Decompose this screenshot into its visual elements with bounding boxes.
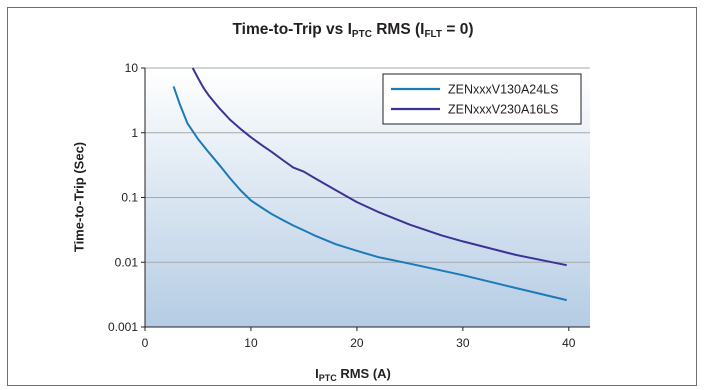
y-tick-label: 0.001 bbox=[108, 320, 138, 334]
chart-title-sub-flt: FLT bbox=[424, 29, 443, 40]
x-tick-label: 20 bbox=[350, 336, 364, 350]
chart-title-sub-ptc: PTC bbox=[351, 29, 372, 40]
y-axis-label: Time-to-Trip (Sec) bbox=[71, 141, 87, 253]
x-axis-label-main: I bbox=[315, 366, 319, 381]
legend-box bbox=[382, 73, 582, 125]
x-axis-label: IPTC RMS (A) bbox=[0, 366, 706, 383]
grid-lines bbox=[145, 67, 590, 263]
legend-label-2: ZENxxxV230A16LS bbox=[448, 103, 558, 117]
x-tick-label: 30 bbox=[456, 336, 470, 350]
chart-title-end: = 0) bbox=[442, 21, 474, 38]
y-tick-label: 0.1 bbox=[121, 191, 138, 205]
x-tick-label: 0 bbox=[142, 336, 149, 350]
x-axis-label-sub: PTC bbox=[318, 373, 337, 383]
series-line-2 bbox=[191, 67, 567, 267]
legend: ZENxxxV130A24LS ZENxxxV230A16LS bbox=[382, 73, 582, 125]
y-tick-label: 0.01 bbox=[115, 255, 139, 269]
chart-title-main: Time-to-Trip vs I bbox=[232, 21, 352, 38]
y-tick-label: 1 bbox=[131, 126, 138, 140]
chart-title-mid: RMS (I bbox=[371, 21, 425, 38]
x-tick-label: 10 bbox=[244, 336, 258, 350]
chart-title: Time-to-Trip vs IPTC RMS (IFLT = 0) bbox=[0, 21, 706, 40]
series-lines bbox=[172, 67, 567, 302]
tick-labels: 0.001 0.01 0.1 1 10 0 10 20 30 40 bbox=[108, 61, 576, 350]
series-line-1 bbox=[172, 86, 567, 302]
y-tick-label: 10 bbox=[125, 61, 139, 75]
x-tick-label: 40 bbox=[562, 336, 576, 350]
x-axis-label-end: RMS (A) bbox=[336, 366, 391, 381]
axes bbox=[141, 67, 590, 331]
legend-label-1: ZENxxxV130A24LS bbox=[448, 83, 558, 97]
